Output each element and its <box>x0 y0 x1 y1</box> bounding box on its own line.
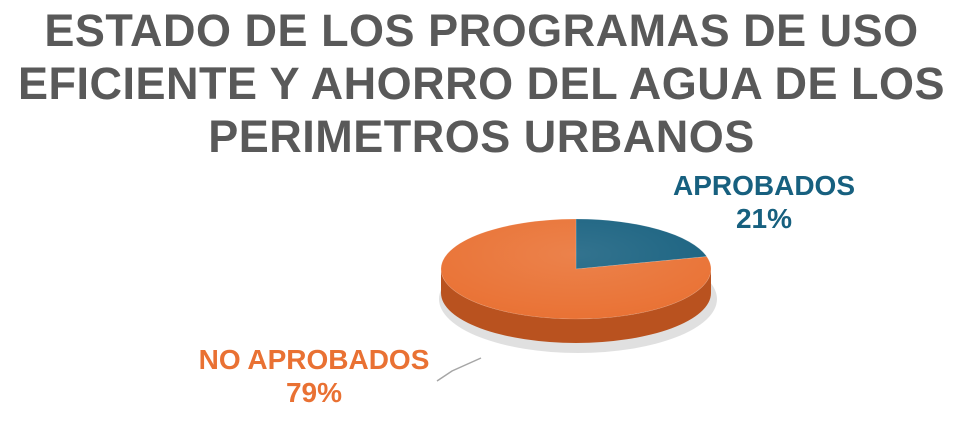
slice-name-aprobados: APROBADOS <box>672 170 855 201</box>
slice-percent-aprobados: 21% <box>735 203 793 234</box>
pie-side-no-aprobados <box>441 269 711 343</box>
chart-title-line-1: ESTADO DE LOS PROGRAMAS DE USO <box>44 5 919 56</box>
chart-title-line-2: EFICIENTE Y AHORRO DEL AGUA DE LOS <box>17 58 946 109</box>
chart-title-line-3: PERIMETROS URBANOS <box>208 111 755 162</box>
leader-line-no-aprobados <box>436 357 482 382</box>
slice-label-aprobados: APROBADOS 21% <box>646 169 882 235</box>
pie-top-highlight <box>441 219 711 319</box>
slice-label-no-aprobados: NO APROBADOS 79% <box>168 343 460 409</box>
slice-percent-no-aprobados: 79% <box>285 377 343 408</box>
slice-name-no-aprobados: NO APROBADOS <box>198 344 430 375</box>
chart-title: ESTADO DE LOS PROGRAMAS DE USO EFICIENTE… <box>0 4 963 163</box>
